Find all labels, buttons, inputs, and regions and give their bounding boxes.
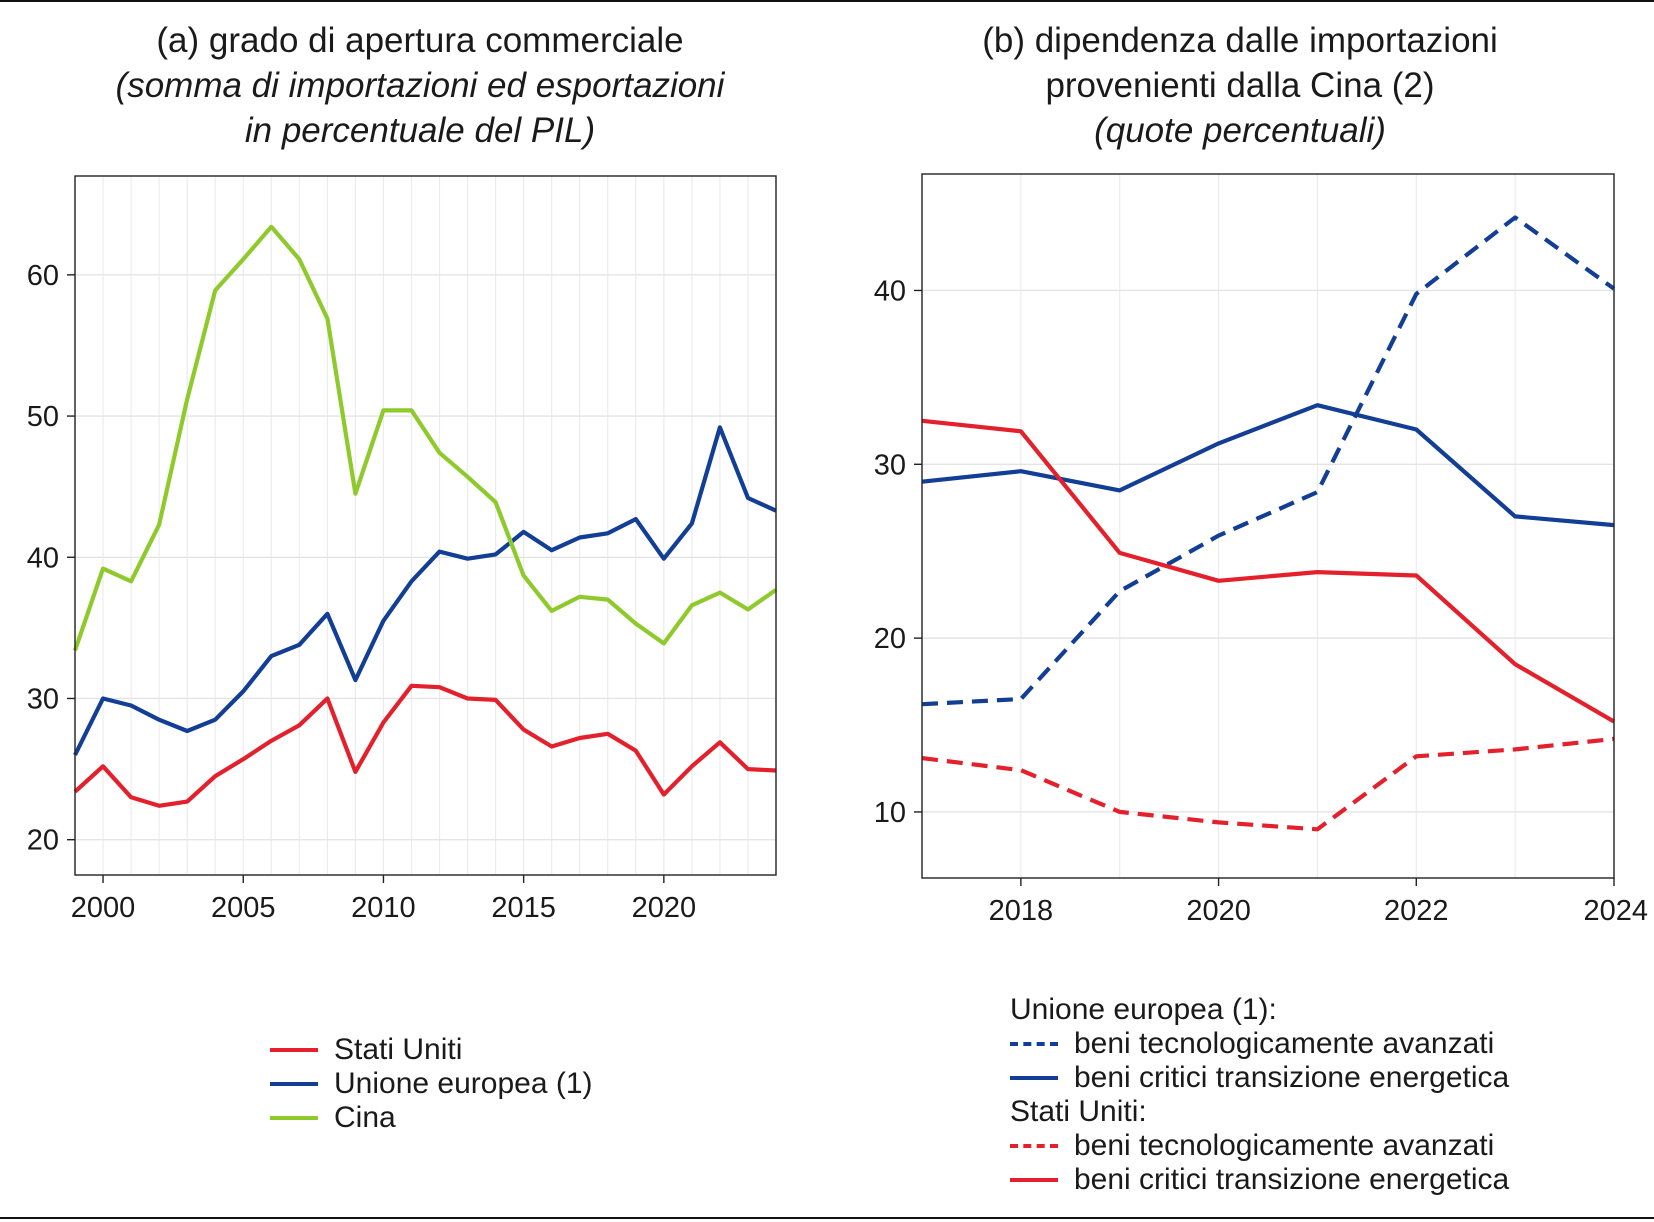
panel-b-title: (b) dipendenza dalle importazioni proven… [860,18,1620,153]
panel-a-title-main: (a) grado di apertura commerciale [156,21,684,60]
chart-b-x-tick-label: 2022 [1384,895,1449,927]
chart-b-series-line-0 [921,215,1616,707]
legend-b-heading-us: Stati Uniti: [1010,1095,1147,1128]
legend-b-label-eu-adv: beni tecnologicamente avanzati [1074,1027,1495,1060]
panel-a-title: (a) grado di apertura commerciale (somma… [40,18,800,153]
chart-a-series-line-1 [73,425,777,756]
legend-a-label-us: Stati Uniti [334,1033,463,1066]
legend-b: Unione europea (1): beni tecnologicament… [1010,993,1509,1197]
legend-b-swatch-us-crit [1010,1178,1058,1182]
chart-b-y-tick-label: 40 [874,275,906,307]
panel-a-subtitle-line1: (somma di importazioni ed esportazioni [115,66,725,105]
chart-a-y-tick-label: 30 [27,683,59,715]
chart-b-x-tick-label: 2018 [989,895,1054,927]
legend-a-item-cn: Cina [270,1101,593,1135]
legend-b-label-us-adv: beni tecnologicamente avanzati [1074,1129,1495,1162]
legend-b-item-eu-adv: beni tecnologicamente avanzati [1010,1027,1509,1061]
chart-a-x-tick-label: 2000 [71,892,136,924]
chart-a-series-line-0 [73,683,777,808]
legend-b-swatch-us-adv [1010,1144,1058,1148]
chart-b-y-tick-label: 30 [874,449,906,481]
legend-a-label-eu: Unione europea (1) [334,1067,593,1100]
legend-b-item-eu-crit: beni critici transizione energetica [1010,1061,1509,1095]
chart-a-y-tick-label: 60 [27,260,59,292]
legend-b-swatch-eu-crit [1010,1076,1058,1080]
chart-a-y-tick-label: 50 [27,401,59,433]
legend-b-swatch-eu-adv [1010,1042,1058,1046]
chart-a-x-tick-label: 2015 [491,892,556,924]
legend-a-swatch-eu [270,1082,318,1086]
chart-b-y-tick-label: 10 [874,797,906,829]
chart-a-series-line-2 [73,224,778,652]
chart-b-plot-frame [921,173,1615,879]
legend-b-heading-eu: Unione europea (1): [1010,993,1277,1026]
chart-b-x-tick-label: 2024 [1583,895,1648,927]
chart-b-x-tick-label: 2020 [1186,895,1251,927]
legend-b-label-us-crit: beni critici transizione energetica [1074,1163,1510,1196]
panel-b-title-line1: (b) dipendenza dalle importazioni [982,21,1498,60]
chart-b-series-line-1 [921,403,1615,528]
legend-b-item-us-adv: beni tecnologicamente avanzati [1010,1129,1509,1163]
chart-b-series-line-2 [921,736,1615,832]
chart-a-y-tick-label: 40 [27,542,59,574]
panel-a-subtitle-line2: in percentuale del PIL) [244,111,596,150]
chart-a-x-tick-label: 2020 [632,892,697,924]
chart-b-y-tick-label: 20 [874,623,906,655]
panel-b-title-line2: provenienti dalla Cina (2) [1045,66,1435,105]
legend-b-label-eu-crit: beni critici transizione energetica [1074,1061,1510,1094]
legend-a-item-us: Stati Uniti [270,1033,593,1067]
chart-a-plot-frame [74,175,777,876]
legend-b-item-us-crit: beni critici transizione energetica [1010,1163,1509,1197]
panel-b-subtitle: (quote percentuali) [1094,111,1386,150]
bottom-rule [0,1217,1654,1219]
chart-a-x-tick-label: 2010 [351,892,416,924]
chart-a-y-tick-label: 20 [27,825,59,857]
chart-a-x-tick-label: 2005 [211,892,276,924]
legend-a-label-cn: Cina [334,1101,396,1134]
legend-a-swatch-us [270,1048,318,1052]
legend-a: Stati Uniti Unione europea (1) Cina [270,1033,593,1135]
chart-b-series-line-3 [921,418,1616,724]
legend-a-swatch-cn [270,1116,318,1120]
legend-a-item-eu: Unione europea (1) [270,1067,593,1101]
top-rule [0,0,1654,2]
